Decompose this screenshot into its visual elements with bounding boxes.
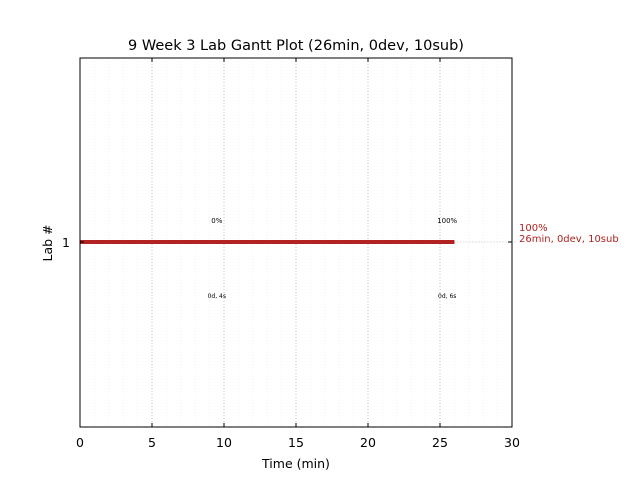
x-tick-label: 5 <box>148 435 156 450</box>
bar-side-label-percent: 100% <box>519 223 548 234</box>
x-tick-label: 15 <box>288 435 304 450</box>
y-axis-ticks: 1 <box>62 235 512 250</box>
annotation-duration: 0d, 6s <box>438 293 456 300</box>
y-tick-label: 1 <box>62 235 70 250</box>
x-tick-label: 0 <box>76 435 84 450</box>
x-axis-label: Time (min) <box>261 456 330 471</box>
bar-side-label-summary: 26min, 0dev, 10sub <box>519 234 619 245</box>
x-tick-label: 30 <box>504 435 520 450</box>
y-axis-label: Lab # <box>40 224 55 261</box>
annotation-duration: 0d, 4s <box>208 293 226 300</box>
lab-bar <box>80 240 455 244</box>
annotation-percent: 100% <box>437 217 457 225</box>
x-tick-label: 10 <box>216 435 232 450</box>
x-tick-label: 20 <box>360 435 376 450</box>
x-axis-ticks: 0 5 10 15 20 25 30 <box>76 58 520 450</box>
annotation-percent: 0% <box>211 217 222 225</box>
chart-title: 9 Week 3 Lab Gantt Plot (26min, 0dev, 10… <box>128 38 464 54</box>
x-tick-label: 25 <box>432 435 448 450</box>
bars-layer <box>80 240 517 244</box>
